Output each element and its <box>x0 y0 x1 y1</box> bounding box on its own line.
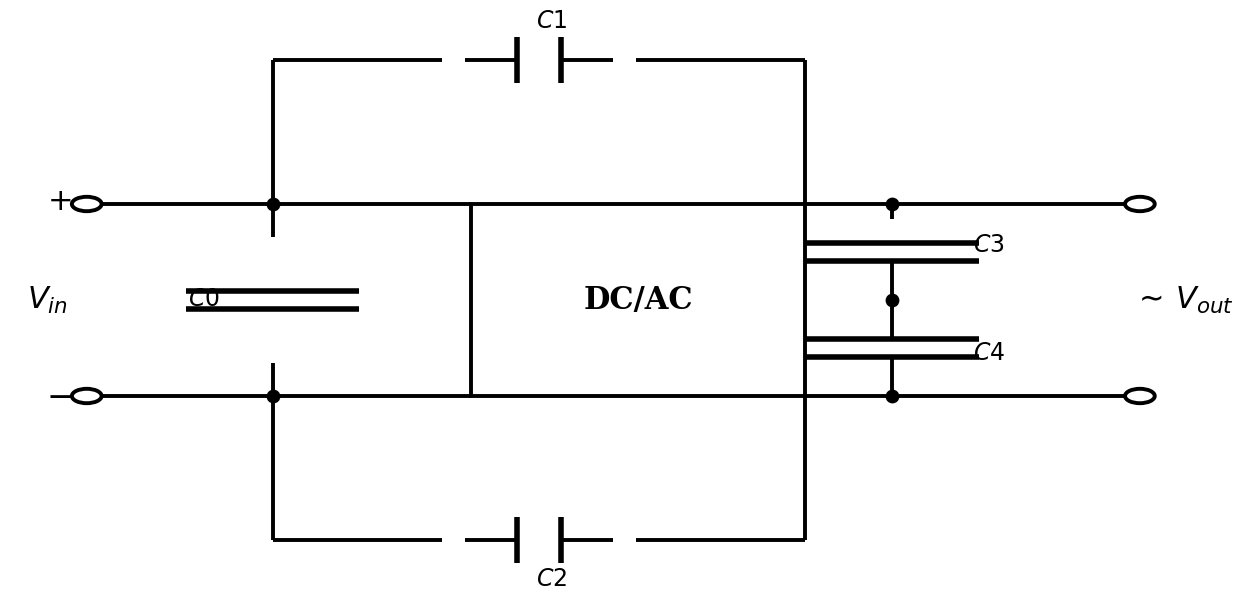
Text: $C1$: $C1$ <box>535 10 567 32</box>
Text: DC/AC: DC/AC <box>584 284 693 316</box>
Text: $C0$: $C0$ <box>188 289 221 311</box>
Text: $C2$: $C2$ <box>535 568 567 590</box>
Text: $-$: $-$ <box>46 380 73 412</box>
Point <box>882 199 902 209</box>
Text: $\sim\,V_{out}$: $\sim\,V_{out}$ <box>1132 284 1234 316</box>
Point <box>263 199 282 209</box>
Bar <box>471 204 805 396</box>
Text: $C3$: $C3$ <box>973 235 1005 257</box>
Text: $C4$: $C4$ <box>973 343 1005 365</box>
Point <box>882 391 902 401</box>
Text: $V_{in}$: $V_{in}$ <box>27 284 68 316</box>
Point <box>263 391 282 401</box>
Point <box>882 295 902 305</box>
Text: $+$: $+$ <box>47 185 72 217</box>
